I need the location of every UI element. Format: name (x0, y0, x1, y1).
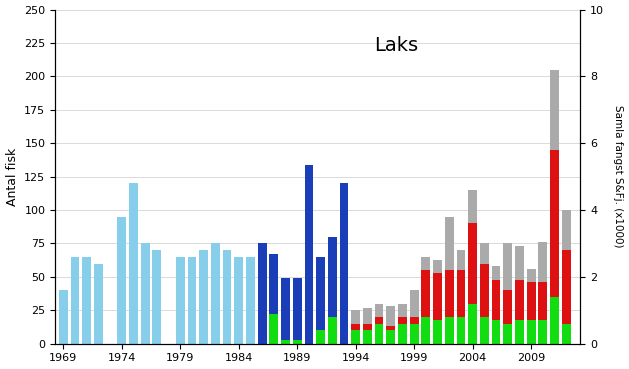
Bar (421, 317, 430, 344)
Bar (281, 340, 290, 344)
Bar (526, 320, 535, 344)
Bar (468, 304, 477, 344)
Bar (94, 263, 103, 344)
Bar (375, 317, 384, 324)
Bar (433, 273, 442, 320)
Bar (258, 244, 267, 344)
Bar (562, 250, 571, 324)
Bar (375, 324, 384, 344)
Bar (445, 217, 454, 270)
Bar (293, 340, 301, 344)
Bar (410, 324, 418, 344)
Text: Laks: Laks (374, 36, 418, 55)
Bar (129, 183, 138, 344)
Bar (328, 237, 337, 317)
Bar (363, 324, 372, 330)
Bar (421, 270, 430, 317)
Bar (526, 282, 535, 320)
Bar (492, 320, 501, 344)
Bar (352, 324, 360, 330)
Bar (550, 150, 559, 297)
Bar (352, 330, 360, 344)
Bar (445, 270, 454, 317)
Bar (82, 257, 91, 344)
Bar (515, 320, 524, 344)
Bar (363, 330, 372, 344)
Bar (410, 317, 418, 324)
Bar (480, 263, 489, 317)
Bar (468, 190, 477, 223)
Bar (328, 317, 337, 344)
Bar (398, 304, 407, 317)
Bar (445, 317, 454, 344)
Bar (538, 320, 547, 344)
Bar (480, 317, 489, 344)
Bar (293, 278, 301, 340)
Bar (340, 183, 348, 344)
Bar (562, 324, 571, 344)
Bar (199, 250, 208, 344)
Bar (152, 250, 161, 344)
Bar (492, 266, 501, 280)
Bar (386, 330, 395, 344)
Bar (468, 223, 477, 304)
Bar (503, 244, 512, 290)
Bar (363, 308, 372, 324)
Bar (246, 257, 255, 344)
Y-axis label: Samla fangst S&Fj. (x1000): Samla fangst S&Fj. (x1000) (613, 106, 623, 248)
Bar (375, 304, 384, 317)
Bar (281, 278, 290, 340)
Bar (304, 165, 313, 344)
Bar (515, 280, 524, 320)
Bar (316, 257, 325, 330)
Bar (187, 257, 196, 344)
Y-axis label: Antal fisk: Antal fisk (6, 148, 19, 206)
Bar (457, 270, 465, 317)
Bar (526, 269, 535, 282)
Bar (316, 330, 325, 344)
Bar (141, 244, 150, 344)
Bar (223, 250, 231, 344)
Bar (562, 210, 571, 250)
Bar (457, 317, 465, 344)
Bar (538, 242, 547, 282)
Bar (211, 244, 220, 344)
Bar (457, 250, 465, 270)
Bar (433, 259, 442, 273)
Bar (433, 320, 442, 344)
Bar (386, 306, 395, 326)
Bar (235, 257, 243, 344)
Bar (410, 290, 418, 317)
Bar (503, 290, 512, 324)
Bar (398, 317, 407, 324)
Bar (70, 257, 79, 344)
Bar (398, 324, 407, 344)
Bar (492, 280, 501, 320)
Bar (269, 254, 278, 314)
Bar (550, 70, 559, 150)
Bar (59, 290, 68, 344)
Bar (118, 217, 126, 344)
Bar (386, 326, 395, 330)
Bar (352, 310, 360, 324)
Bar (421, 257, 430, 270)
Bar (269, 314, 278, 344)
Bar (515, 246, 524, 280)
Bar (550, 297, 559, 344)
Bar (503, 324, 512, 344)
Bar (480, 244, 489, 263)
Bar (176, 257, 185, 344)
Bar (538, 282, 547, 320)
